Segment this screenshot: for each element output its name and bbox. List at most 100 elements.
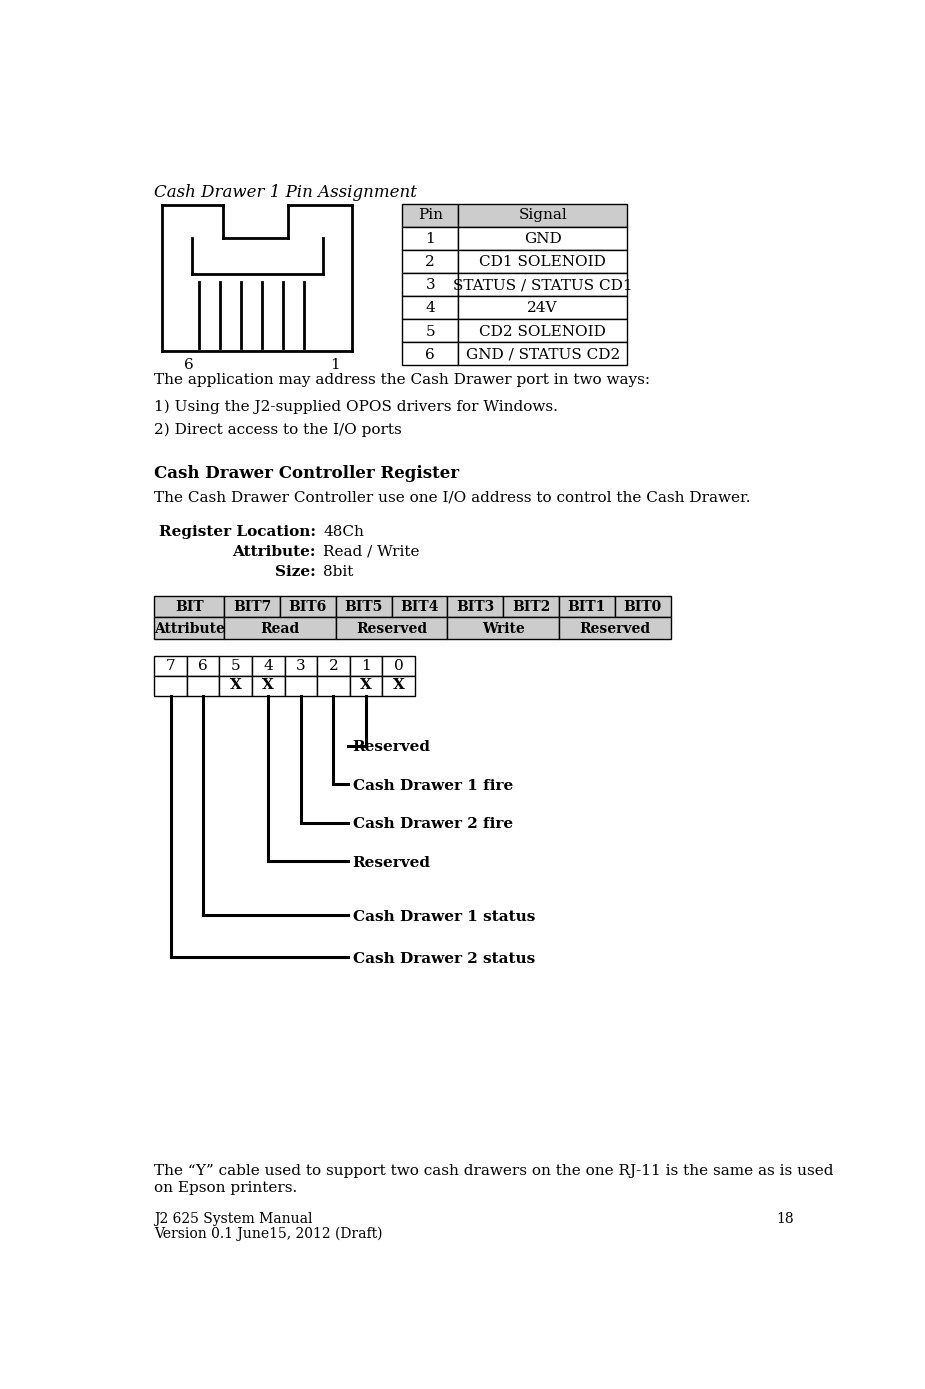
- Text: BIT7: BIT7: [233, 600, 271, 614]
- Bar: [615, 596, 671, 617]
- Text: BIT4: BIT4: [401, 600, 438, 614]
- Text: 5: 5: [231, 658, 240, 672]
- Bar: [458, 319, 627, 342]
- Text: 18: 18: [776, 1213, 794, 1226]
- Bar: [382, 656, 414, 675]
- Bar: [317, 675, 350, 696]
- Text: CD1 SOLENOID: CD1 SOLENOID: [479, 256, 606, 269]
- Bar: [285, 656, 317, 675]
- Text: 2) Direct access to the I/O ports: 2) Direct access to the I/O ports: [154, 424, 402, 438]
- Text: 0: 0: [394, 658, 403, 672]
- Text: BIT3: BIT3: [456, 600, 494, 614]
- Text: 6: 6: [426, 347, 435, 361]
- Bar: [402, 204, 458, 226]
- Text: 5: 5: [426, 325, 435, 339]
- Bar: [154, 656, 187, 675]
- Text: Signal: Signal: [518, 208, 567, 222]
- Text: 48Ch: 48Ch: [324, 525, 364, 539]
- Bar: [402, 296, 458, 319]
- Bar: [458, 342, 627, 365]
- Text: GND: GND: [524, 232, 561, 246]
- Bar: [391, 596, 448, 617]
- Text: 1: 1: [361, 658, 371, 672]
- Bar: [402, 226, 458, 250]
- Bar: [280, 596, 336, 617]
- Text: The Cash Drawer Controller use one I/O address to control the Cash Drawer.: The Cash Drawer Controller use one I/O a…: [154, 490, 751, 504]
- Bar: [350, 675, 382, 696]
- Text: Reserved: Reserved: [356, 622, 427, 636]
- Bar: [503, 596, 559, 617]
- Text: The “Y” cable used to support two cash drawers on the one RJ-11 is the same as i: The “Y” cable used to support two cash d…: [154, 1164, 833, 1178]
- Bar: [458, 226, 627, 250]
- Text: Attribute: Attribute: [154, 622, 225, 636]
- Bar: [458, 204, 627, 226]
- Text: X: X: [360, 678, 372, 692]
- Text: BIT1: BIT1: [568, 600, 606, 614]
- Text: Cash Drawer Controller Register: Cash Drawer Controller Register: [154, 465, 460, 482]
- Text: The application may address the Cash Drawer port in two ways:: The application may address the Cash Dra…: [154, 374, 650, 388]
- Text: X: X: [392, 678, 404, 692]
- Text: Attribute:: Attribute:: [232, 544, 315, 558]
- Bar: [252, 656, 285, 675]
- Bar: [402, 250, 458, 274]
- Text: Write: Write: [482, 622, 524, 636]
- Text: Read: Read: [260, 622, 300, 636]
- Text: Cash Drawer 1 Pin Assignment: Cash Drawer 1 Pin Assignment: [154, 183, 417, 200]
- Bar: [448, 617, 559, 639]
- Bar: [224, 617, 336, 639]
- Text: 6: 6: [184, 357, 193, 372]
- Bar: [219, 675, 252, 696]
- Text: 6: 6: [198, 658, 208, 672]
- Text: Read / Write: Read / Write: [324, 544, 420, 558]
- Text: on Epson printers.: on Epson printers.: [154, 1181, 298, 1195]
- Bar: [154, 675, 187, 696]
- Bar: [402, 274, 458, 296]
- Text: Reserved: Reserved: [579, 622, 650, 636]
- Text: GND / STATUS CD2: GND / STATUS CD2: [465, 347, 620, 361]
- Bar: [187, 675, 219, 696]
- Text: 2: 2: [426, 256, 435, 269]
- Text: Cash Drawer 2 fire: Cash Drawer 2 fire: [352, 817, 512, 832]
- Text: 3: 3: [296, 658, 305, 672]
- Bar: [317, 656, 350, 675]
- Text: Reserved: Reserved: [352, 856, 431, 870]
- Text: BIT: BIT: [175, 600, 204, 614]
- Bar: [350, 656, 382, 675]
- Text: Cash Drawer 1 status: Cash Drawer 1 status: [352, 910, 536, 924]
- Bar: [458, 274, 627, 296]
- Text: Register Location:: Register Location:: [158, 525, 315, 539]
- Bar: [224, 596, 280, 617]
- Bar: [336, 617, 448, 639]
- Text: Size:: Size:: [275, 565, 315, 579]
- Bar: [448, 596, 503, 617]
- Text: 7: 7: [166, 658, 176, 672]
- Bar: [285, 675, 317, 696]
- Text: Reserved: Reserved: [352, 740, 431, 754]
- Bar: [187, 656, 219, 675]
- Text: BIT0: BIT0: [623, 600, 661, 614]
- Bar: [219, 656, 252, 675]
- Text: Version 0.1 June15, 2012 (Draft): Version 0.1 June15, 2012 (Draft): [154, 1226, 383, 1240]
- Text: Cash Drawer 1 fire: Cash Drawer 1 fire: [352, 779, 513, 793]
- Text: 1: 1: [426, 232, 435, 246]
- Text: BIT6: BIT6: [289, 600, 327, 614]
- Text: BIT2: BIT2: [512, 600, 550, 614]
- Text: X: X: [263, 678, 274, 692]
- Text: BIT5: BIT5: [344, 600, 383, 614]
- Bar: [402, 342, 458, 365]
- Bar: [154, 596, 224, 617]
- Bar: [458, 296, 627, 319]
- Text: Cash Drawer 2 status: Cash Drawer 2 status: [352, 951, 535, 967]
- Text: 4: 4: [426, 301, 435, 315]
- Text: CD2 SOLENOID: CD2 SOLENOID: [479, 325, 606, 339]
- Bar: [154, 617, 224, 639]
- Text: 8bit: 8bit: [324, 565, 353, 579]
- Text: X: X: [229, 678, 241, 692]
- Text: 24V: 24V: [527, 301, 558, 315]
- Bar: [559, 617, 671, 639]
- Bar: [559, 596, 615, 617]
- Text: STATUS / STATUS CD1: STATUS / STATUS CD1: [453, 278, 633, 292]
- Bar: [458, 250, 627, 274]
- Text: Pin: Pin: [418, 208, 443, 222]
- Text: 4: 4: [264, 658, 273, 672]
